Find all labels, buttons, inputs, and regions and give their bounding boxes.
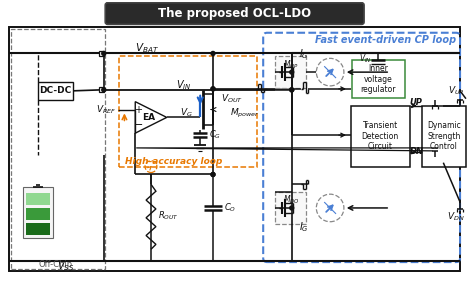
Circle shape — [316, 58, 344, 86]
Text: $V_G$: $V_G$ — [180, 106, 192, 119]
Text: High-accuracy loop: High-accuracy loop — [125, 157, 222, 166]
Text: $C_O$: $C_O$ — [224, 202, 236, 214]
Text: DC-DC: DC-DC — [39, 86, 72, 95]
Bar — [26, 208, 50, 220]
Polygon shape — [135, 102, 167, 133]
Text: EA: EA — [143, 113, 155, 122]
Bar — [275, 56, 307, 88]
FancyBboxPatch shape — [105, 3, 364, 25]
Text: $C_G$: $C_G$ — [209, 129, 221, 141]
Circle shape — [211, 87, 215, 91]
Circle shape — [290, 206, 294, 210]
Circle shape — [290, 88, 294, 92]
Bar — [9, 27, 460, 271]
Circle shape — [211, 87, 215, 91]
Text: $V_{OUT}$: $V_{OUT}$ — [221, 93, 243, 105]
Text: $V_{SS}$: $V_{SS}$ — [57, 259, 74, 273]
Bar — [422, 105, 466, 167]
Circle shape — [102, 88, 106, 92]
Text: Inner
voltage
regulator: Inner voltage regulator — [361, 64, 396, 94]
Text: $M_{UP}$: $M_{UP}$ — [283, 58, 299, 70]
Text: $V_{DN}$: $V_{DN}$ — [447, 211, 465, 223]
Text: The proposed OCL-LDO: The proposed OCL-LDO — [158, 7, 311, 20]
Circle shape — [211, 172, 215, 176]
Text: Dynamic
Strength
Control: Dynamic Strength Control — [427, 121, 461, 151]
Circle shape — [102, 52, 106, 55]
Text: $M_{DO}$: $M_{DO}$ — [283, 194, 300, 206]
Bar — [26, 193, 50, 205]
Text: UP: UP — [410, 98, 423, 107]
Text: Transient
Detection
Circuit: Transient Detection Circuit — [362, 121, 399, 151]
Circle shape — [290, 70, 294, 74]
Text: $V_{UP}$: $V_{UP}$ — [448, 85, 465, 97]
Circle shape — [211, 52, 215, 55]
Bar — [275, 192, 307, 224]
Text: $V_{IN}$: $V_{IN}$ — [176, 78, 191, 92]
Bar — [352, 60, 405, 98]
Circle shape — [316, 194, 344, 222]
Text: +: + — [134, 105, 142, 115]
Bar — [351, 105, 410, 167]
Text: −: − — [134, 120, 143, 130]
Bar — [38, 82, 73, 100]
Bar — [100, 87, 104, 92]
Bar — [23, 187, 53, 239]
Circle shape — [211, 172, 215, 176]
Text: Fast event-driven CP loop: Fast event-driven CP loop — [315, 35, 456, 45]
Text: $V_{IN}$: $V_{IN}$ — [359, 52, 372, 65]
Text: $I_G$: $I_G$ — [299, 220, 309, 233]
Text: $R_{OUT}$: $R_{OUT}$ — [158, 209, 179, 222]
Text: Off-Chip: Off-Chip — [38, 260, 73, 268]
Bar — [26, 223, 50, 235]
Bar — [100, 51, 104, 56]
Text: DN: DN — [410, 147, 424, 156]
Text: $V_{REF}$: $V_{REF}$ — [96, 103, 117, 116]
Circle shape — [290, 88, 294, 92]
Text: $M_{power}$: $M_{power}$ — [230, 107, 259, 120]
Text: $V_{BAT}$: $V_{BAT}$ — [135, 42, 159, 55]
Bar — [11, 29, 105, 269]
Text: $I_G$: $I_G$ — [299, 48, 309, 61]
